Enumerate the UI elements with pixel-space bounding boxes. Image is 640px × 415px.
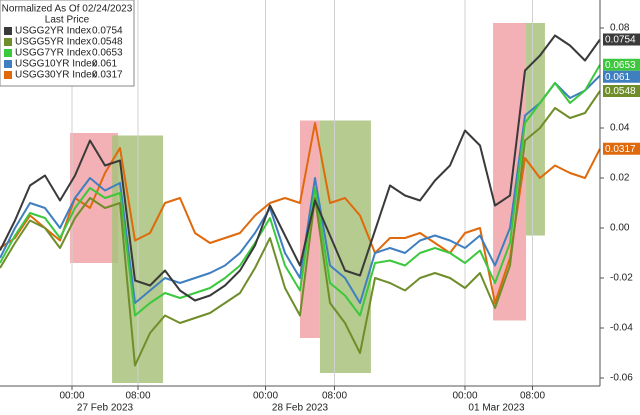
series-line [0,34,601,302]
legend-value: 0.0653 [92,48,123,59]
legend-swatch [4,71,12,79]
legend-value: 0.0754 [92,26,123,37]
x-tick-label: 08:00 [125,391,150,402]
legend-swatch [4,49,12,57]
legend-value: 0.0548 [92,37,123,48]
price-tag-label: 0.0653 [605,60,636,71]
x-tick-label: 00:00 [253,391,278,402]
x-tick-label: 00:00 [452,391,477,402]
y-tick-label: -0.02 [610,273,633,284]
x-date-label: 27 Feb 2023 [77,403,134,414]
y-tick-label: 0.04 [610,123,630,134]
x-date-label: 01 Mar 2023 [468,403,525,414]
legend-label: USGG7YR Index [15,48,91,59]
price-tag-label: 0.0754 [605,35,636,46]
price-tag [603,58,640,71]
x-date-label: 28 Feb 2023 [272,403,329,414]
legend: Normalized As Of 02/24/2023 Last Price U… [0,0,135,87]
y-tick-label: -0.06 [610,373,633,384]
legend-label: USGG2YR Index [15,26,91,37]
price-tag-label: 0.0548 [605,86,636,97]
legend-value: 0.0317 [92,70,123,81]
series-line [0,64,601,317]
highlight-region [319,120,371,373]
plot-lines [0,34,601,367]
price-tag [603,85,640,97]
legend-swatch [4,38,12,46]
legend-subtitle: Last Price [45,15,90,26]
legend-box [0,0,135,87]
legend-title: Normalized As Of 02/24/2023 [2,4,133,15]
y-tick-label: 0.08 [610,23,630,34]
price-tag [603,142,640,155]
price-tag [603,70,640,83]
legend-swatch [4,27,12,35]
highlight-region [526,23,545,236]
x-tick-label: 08:00 [520,391,545,402]
series-line [0,74,601,304]
y-tick-label: 0.00 [610,223,630,234]
x-tick-label: 00:00 [59,391,84,402]
y-tick-label: 0.02 [610,173,630,184]
y-tick-label: -0.04 [610,323,633,334]
price-tag-label: 0.0317 [605,144,636,155]
series-line [0,90,601,367]
x-tick-label: 08:00 [322,391,347,402]
legend-value: 0.061 [92,59,117,70]
legend-label: USGG10YR Index [15,59,97,70]
price-tag [603,33,640,46]
price-tag-label: 0.061 [605,72,630,83]
legend-label: USGG5YR Index [15,37,91,48]
legend-swatch [4,60,12,68]
series-line [0,122,601,304]
legend-label: USGG30YR Index [15,70,97,81]
